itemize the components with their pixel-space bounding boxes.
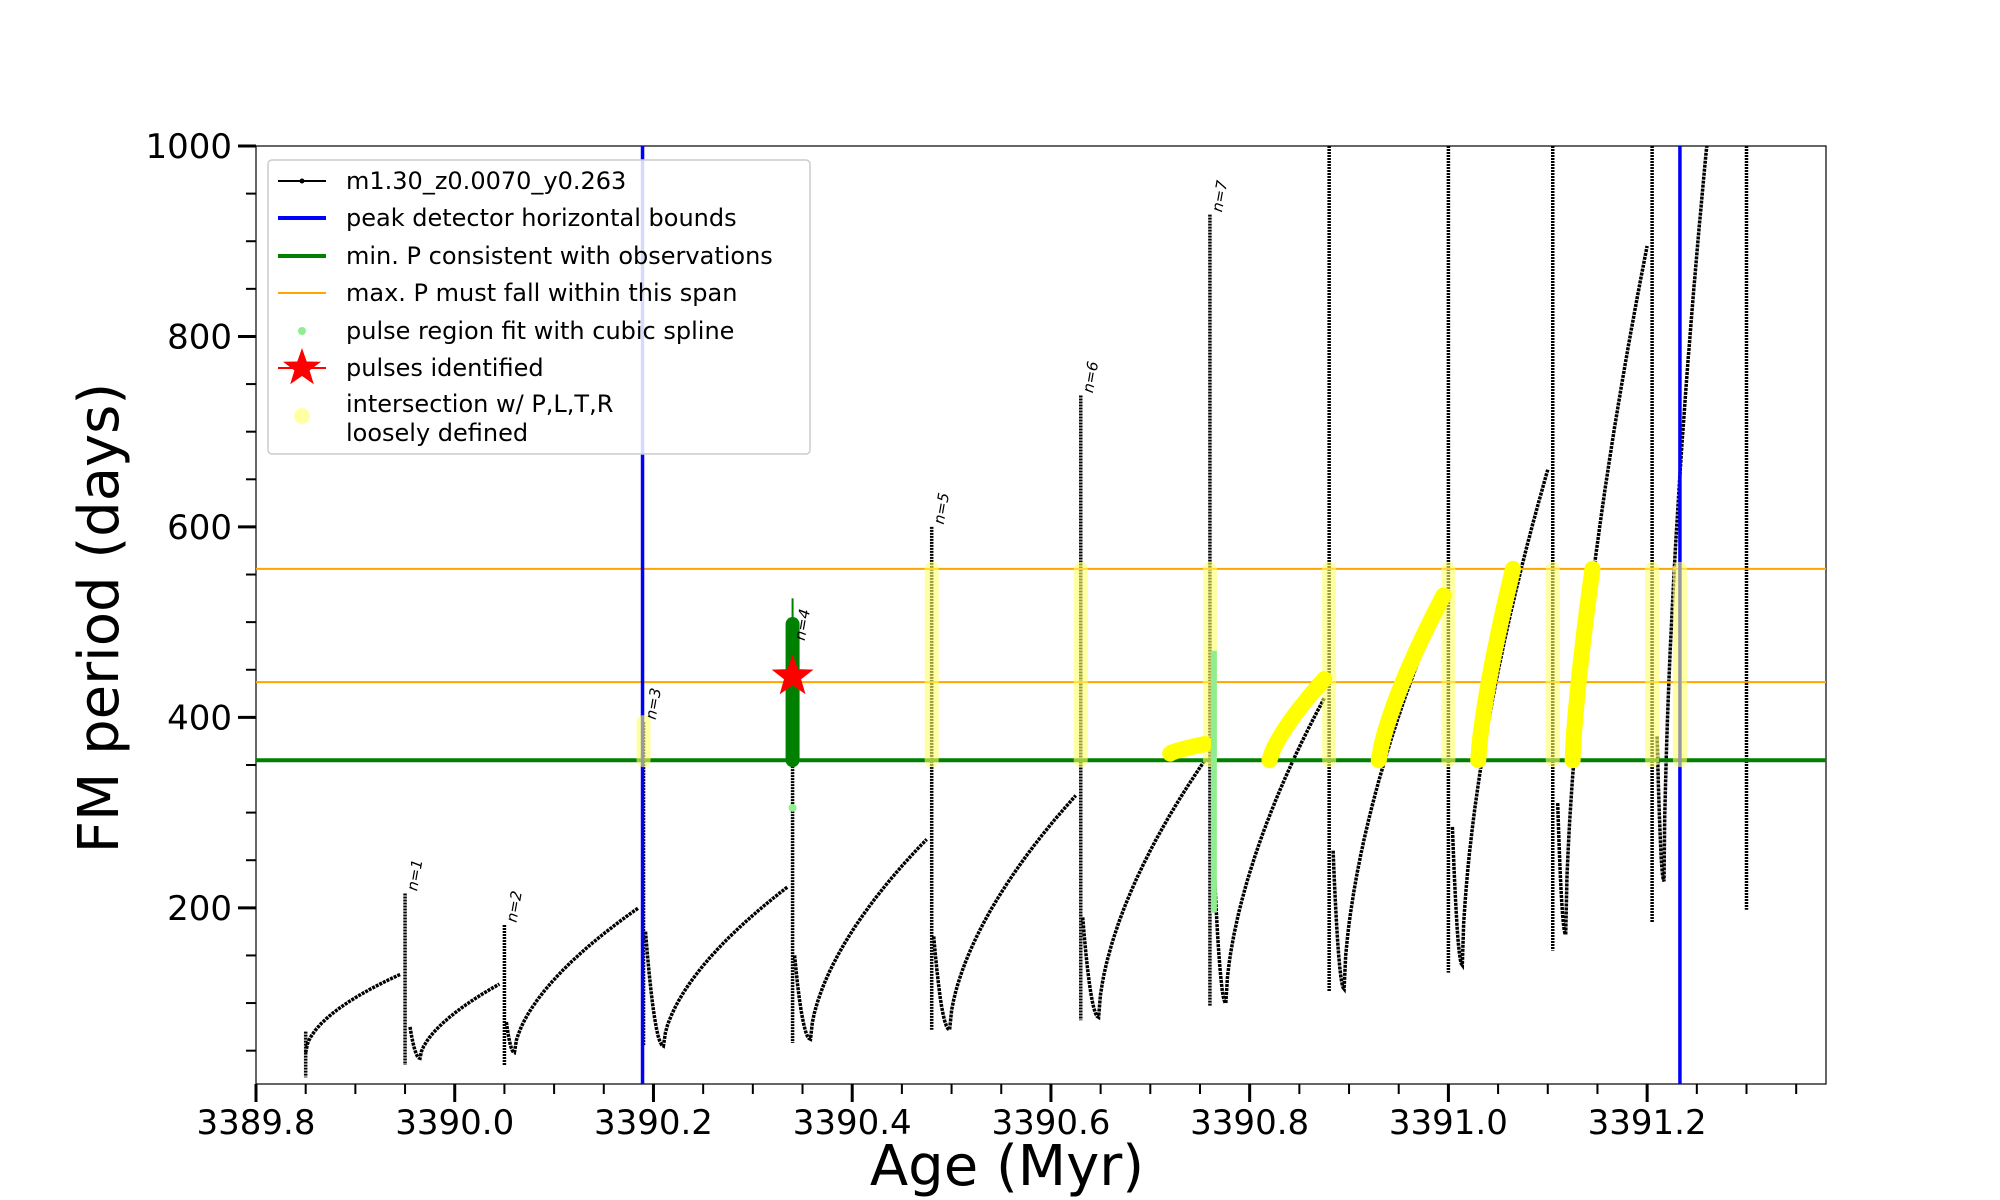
- y-tick-label-400: 400: [167, 698, 232, 738]
- series-segment-2: [408, 982, 501, 1061]
- series-segment-12: [1655, 146, 1709, 882]
- legend-swatch-intersection: [294, 408, 310, 424]
- pulse-label-n4: n=4: [791, 608, 814, 642]
- y-tick-label-1000: 1000: [145, 127, 232, 167]
- legend-label-5: pulse region fit with cubic spline: [346, 317, 734, 345]
- x-axis-label: Age (Myr): [870, 1134, 1144, 1199]
- legend-label-2: peak detector horizontal bounds: [346, 204, 737, 232]
- series-segment-10: [1450, 469, 1550, 971]
- pulse-label-n7: n=7: [1208, 179, 1231, 214]
- intersection-arc-4: [1470, 560, 1521, 769]
- series-segment-5: [792, 838, 928, 1042]
- axis-ticks: 3389.8 3390.0 3390.2 3390.4 3390.6 3390.8 3391…: [145, 127, 1798, 1143]
- x-tick-label-3391.2: 3391.2: [1588, 1103, 1707, 1143]
- series-segment-8: [1212, 697, 1326, 1008]
- x-tick-label-3390.0: 3390.0: [395, 1103, 514, 1143]
- legend-label-1: m1.30_z0.0070_y0.263: [346, 167, 626, 195]
- series-segment-7: [1080, 759, 1207, 1021]
- intersection-arc-5: [1564, 560, 1601, 769]
- intersection-arc-2: [1261, 671, 1333, 769]
- y-tick-label-200: 200: [167, 889, 232, 929]
- legend-box: [267, 159, 811, 455]
- plot-frame: [255, 145, 1827, 1085]
- y-tick-label-800: 800: [167, 317, 232, 357]
- legend-label-4: max. P must fall within this span: [346, 279, 737, 307]
- x-tick-label-3390.4: 3390.4: [793, 1103, 912, 1143]
- x-tick-label-3389.8: 3389.8: [197, 1103, 316, 1143]
- y-tick-label-600: 600: [167, 508, 232, 548]
- series-segment-9: [1331, 597, 1446, 994]
- series-segment-1: [303, 972, 401, 1053]
- x-tick-label-3390.2: 3390.2: [594, 1103, 713, 1143]
- pulse-label-n2: n=2: [503, 889, 526, 923]
- series-segment-4: [643, 885, 789, 1049]
- intersection-arc-3: [1370, 587, 1452, 769]
- series-segment-3: [504, 906, 640, 1055]
- legend-swatch-spline: [298, 327, 306, 335]
- pulse-identified-star-1: [771, 654, 814, 695]
- pulse-label-n1: n=1: [403, 858, 426, 892]
- legend-label-7: intersection w/ P,L,T,R: [346, 390, 613, 418]
- legend-label-7-line2: loosely defined: [346, 419, 528, 447]
- overlays: n=1 n=2 n=3 n=4 n=5 n=6 n=7: [256, 146, 1826, 1084]
- legend-swatch-series-marker: [299, 178, 305, 184]
- pulse-label-n3: n=3: [642, 687, 665, 721]
- pulse-spline-point: [788, 803, 797, 812]
- y-axis-label: FM period (days): [67, 383, 132, 853]
- x-tick-label-3391.0: 3391.0: [1389, 1103, 1508, 1143]
- series-segment-11: [1555, 245, 1649, 941]
- pulse-label-n5: n=5: [930, 491, 953, 525]
- x-tick-label-3390.6: 3390.6: [991, 1103, 1110, 1143]
- intersection-arc-1: [1162, 736, 1213, 762]
- pulse-label-n6: n=6: [1079, 360, 1102, 394]
- series-segment-6: [931, 794, 1078, 1033]
- legend-label-3: min. P consistent with observations: [346, 242, 773, 270]
- legend-swatch-star: [283, 348, 321, 385]
- x-tick-label-3390.8: 3390.8: [1190, 1103, 1309, 1143]
- plot-area: [255, 145, 1827, 1085]
- legend-label-6: pulses identified: [346, 354, 544, 382]
